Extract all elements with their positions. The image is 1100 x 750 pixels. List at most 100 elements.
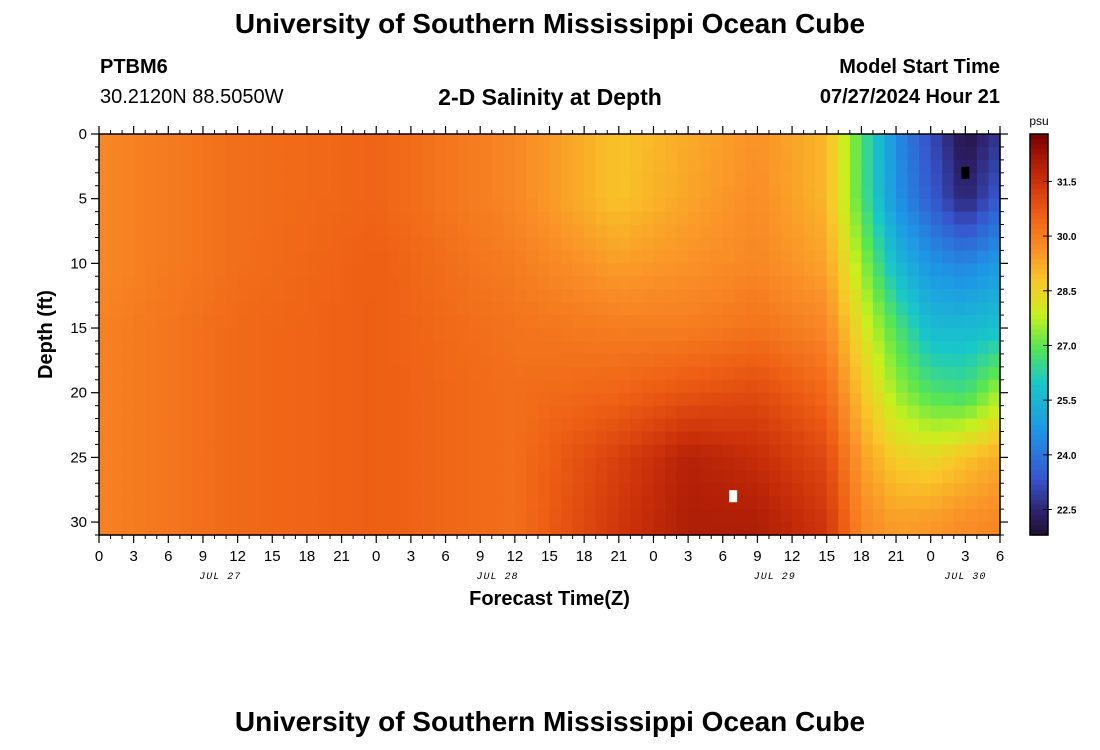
- heatmap-cell: [792, 263, 805, 277]
- heatmap-cell: [353, 379, 366, 394]
- heatmap-cell: [330, 392, 343, 407]
- heatmap-cell: [803, 496, 816, 510]
- heatmap-cell: [988, 392, 1001, 407]
- heatmap-cell: [607, 509, 620, 523]
- heatmap-cell: [468, 522, 481, 536]
- heatmap-cell: [907, 444, 920, 458]
- heatmap-cell: [930, 483, 943, 497]
- heatmap-cell: [156, 328, 169, 342]
- heatmap-cell: [168, 405, 181, 420]
- heatmap-cell: [653, 405, 666, 420]
- heatmap-cell: [711, 224, 724, 239]
- heatmap-cell: [249, 224, 262, 239]
- heatmap-cell: [919, 250, 932, 264]
- heatmap-cell: [838, 328, 851, 342]
- heatmap-cell: [445, 366, 458, 381]
- heatmap-cell: [976, 263, 990, 277]
- heatmap-cell: [607, 470, 620, 484]
- heatmap-cell: [410, 250, 424, 264]
- heatmap-cell: [480, 198, 493, 213]
- heatmap-cell: [480, 315, 493, 329]
- heatmap-cell: [792, 405, 805, 420]
- heatmap-cell: [930, 146, 943, 161]
- heatmap-cell: [295, 405, 308, 420]
- heatmap-cell: [179, 405, 193, 420]
- heatmap-cell: [457, 237, 470, 252]
- heatmap-cell: [745, 496, 759, 510]
- heatmap-cell: [376, 250, 389, 264]
- heatmap-cell: [896, 146, 909, 161]
- heatmap-cell: [514, 431, 527, 446]
- heatmap-cell: [318, 224, 331, 239]
- heatmap-cell: [410, 340, 424, 355]
- heatmap-cell: [745, 289, 759, 303]
- heatmap-cell: [907, 198, 920, 213]
- heatmap-cell: [156, 198, 169, 213]
- heatmap-cell: [849, 289, 862, 303]
- heatmap-cell: [514, 457, 527, 471]
- heatmap-cell: [410, 172, 424, 187]
- heatmap-cell: [618, 237, 631, 252]
- heatmap-cell: [665, 418, 678, 433]
- heatmap-cell: [653, 250, 666, 264]
- heatmap-cell: [965, 340, 978, 355]
- heatmap-cell: [722, 276, 735, 290]
- heatmap-cell: [318, 470, 331, 484]
- heatmap-cell: [803, 392, 816, 407]
- heatmap-cell: [711, 379, 724, 394]
- heatmap-cell: [399, 250, 412, 264]
- heatmap-cell: [549, 483, 562, 497]
- heatmap-cell: [99, 366, 112, 381]
- heatmap-cell: [145, 198, 158, 213]
- heatmap-cell: [826, 185, 839, 200]
- heatmap-cell: [838, 379, 851, 394]
- heatmap-cell: [745, 457, 759, 471]
- heatmap-cell: [179, 366, 193, 381]
- heatmap-cell: [757, 470, 770, 484]
- heatmap-cell: [480, 379, 493, 394]
- heatmap-cell: [688, 328, 701, 342]
- heatmap-cell: [896, 185, 909, 200]
- heatmap-cell: [133, 250, 146, 264]
- heatmap-cell: [630, 185, 643, 200]
- heatmap-cell: [410, 522, 424, 536]
- colorbar-segment: [1030, 334, 1048, 341]
- heatmap-cell: [780, 211, 793, 226]
- heatmap-cell: [260, 159, 273, 174]
- heatmap-cell: [457, 185, 470, 200]
- heatmap-cell: [295, 276, 308, 290]
- heatmap-cell: [249, 159, 262, 174]
- heatmap-cell: [318, 431, 331, 446]
- heatmap-cell: [503, 392, 516, 407]
- heatmap-cell: [156, 444, 169, 458]
- heatmap-cell: [133, 237, 146, 252]
- heatmap-cell: [387, 185, 400, 200]
- heatmap-cell: [353, 496, 366, 510]
- heatmap-cell: [433, 509, 447, 523]
- heatmap-cell: [768, 522, 782, 536]
- heatmap-cell: [757, 315, 770, 329]
- heatmap-cell: [919, 392, 932, 407]
- heatmap-cell: [491, 418, 504, 433]
- heatmap-cell: [387, 172, 400, 187]
- heatmap-cell: [930, 237, 943, 252]
- heatmap-cell: [202, 211, 216, 226]
- heatmap-cell: [272, 328, 285, 342]
- heatmap-cell: [722, 250, 735, 264]
- heatmap-cell: [757, 496, 770, 510]
- heatmap-cell: [145, 340, 158, 355]
- heatmap-cell: [422, 496, 435, 510]
- heatmap-cell: [202, 483, 216, 497]
- heatmap-cell: [526, 431, 539, 446]
- heatmap-cell: [514, 405, 527, 420]
- heatmap-cell: [988, 444, 1001, 458]
- heatmap-cell: [896, 366, 909, 381]
- heatmap-cell: [156, 392, 169, 407]
- heatmap-cell: [341, 353, 354, 368]
- heatmap-cell: [422, 159, 435, 174]
- heatmap-cell: [468, 198, 481, 213]
- heatmap-cell: [422, 509, 435, 523]
- heatmap-cell: [653, 340, 666, 355]
- heatmap-cell: [214, 496, 227, 510]
- heatmap-cell: [376, 353, 389, 368]
